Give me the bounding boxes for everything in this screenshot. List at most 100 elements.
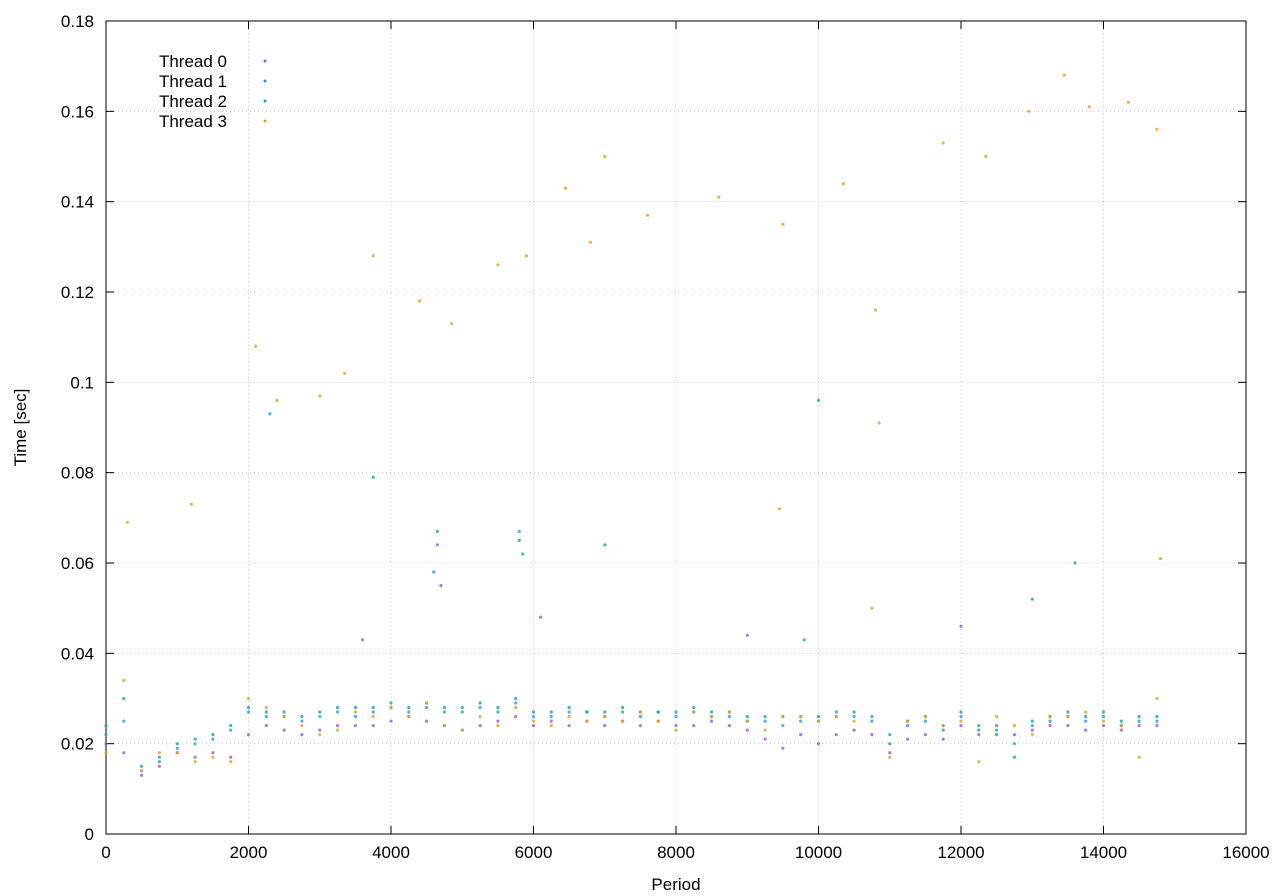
data-point [264,710,268,714]
data-point [603,154,607,159]
data-point [567,724,571,728]
data-point [425,701,429,705]
data-point [442,724,446,728]
data-point [888,755,892,759]
data-point [360,638,365,642]
data-point [1084,719,1088,723]
data-point [1101,715,1106,719]
data-point [692,710,696,714]
data-point [549,710,553,714]
data-point [439,584,443,588]
data-point [122,696,126,701]
data-point [514,696,518,701]
data-point [799,733,803,737]
data-point [564,186,568,190]
data-point [496,263,500,267]
data-point [995,728,999,732]
data-point [104,733,108,737]
data-point [460,728,464,732]
data-point [104,742,108,746]
data-point [1137,715,1141,719]
data-point [1155,696,1159,701]
data-point [336,724,340,728]
series-0 [104,543,1159,777]
data-point [656,710,660,714]
x-tick-label: 12000 [937,843,984,862]
data-point [710,715,714,719]
data-point [1048,715,1052,719]
data-point [549,724,553,728]
data-point [638,724,643,728]
data-point [318,715,322,719]
data-point [745,728,749,732]
data-point [567,715,571,719]
data-point [995,724,999,728]
data-point [318,710,322,714]
data-point [567,705,571,710]
data-point [674,724,678,728]
data-point [1158,556,1163,561]
data-point [282,715,286,719]
data-point [353,710,357,714]
data-point [193,742,197,746]
data-point [870,606,874,610]
data-point [246,696,251,701]
data-point [531,724,536,728]
data-point [834,710,838,714]
y-tick-label: 0.1 [70,373,94,392]
data-point [995,715,999,719]
data-point [603,724,607,728]
data-point [1012,733,1017,737]
data-point [432,570,436,574]
data-point [870,733,874,737]
legend-marker [263,99,267,103]
data-point [531,715,536,719]
data-point [834,715,838,719]
data-point [1101,719,1106,723]
data-point [531,719,536,723]
data-point [514,715,518,719]
data-point [460,710,464,714]
data-point [417,299,422,303]
data-point [1012,724,1017,728]
data-point [745,719,749,723]
data-point [585,719,589,723]
legend-label: Thread 1 [159,72,227,91]
data-point [674,728,678,732]
data-point [514,701,518,705]
data-point [175,746,179,750]
data-point [336,705,340,710]
data-point [193,760,197,764]
data-point [941,737,945,741]
legend-marker [263,59,267,63]
data-point [435,543,439,547]
data-point [282,710,286,714]
data-point [407,705,411,710]
data-point [264,715,268,719]
y-tick-label: 0.14 [61,193,94,212]
data-point [371,705,375,710]
data-point [425,719,429,723]
data-point [1030,733,1034,737]
data-point [478,715,482,719]
data-point [1101,710,1106,714]
data-point [852,728,856,732]
data-point [727,710,732,714]
data-point [781,746,785,750]
data-point [211,751,215,755]
data-point [229,728,233,732]
data-point [621,719,625,723]
data-point [923,719,928,723]
data-point [1030,597,1034,601]
data-point [941,141,945,145]
data-point [318,733,322,737]
data-point [157,755,161,759]
data-point [1048,719,1052,723]
data-point [977,728,981,732]
axis-ticks: 0 2000 4000 6000 8000 10000 12000 14000 16000 0 0.… [61,12,1270,862]
data-point [717,195,721,199]
data-point [852,715,856,719]
data-point [1137,755,1141,759]
